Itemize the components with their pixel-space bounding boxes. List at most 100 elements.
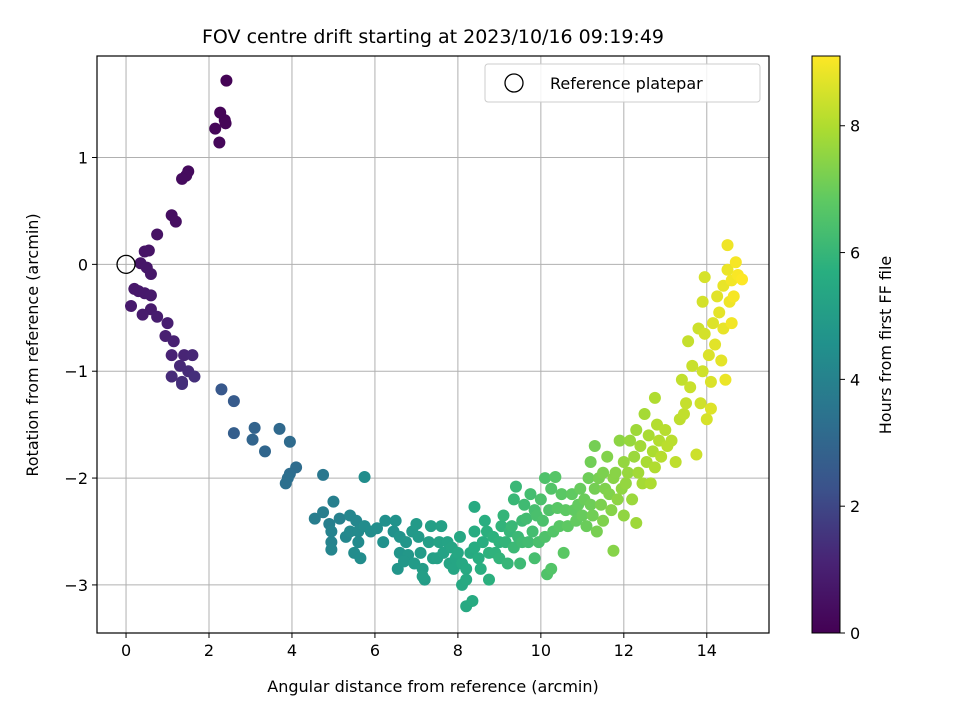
- data-point-126: [501, 557, 514, 570]
- data-point-227: [696, 295, 709, 308]
- data-point-195: [626, 493, 639, 506]
- data-point-92: [435, 520, 448, 533]
- data-point-202: [638, 407, 651, 420]
- data-point-171: [584, 456, 597, 469]
- colorbar-label: Hours from first FF file: [876, 256, 895, 435]
- data-point-38: [227, 395, 240, 408]
- data-point-5: [213, 136, 226, 149]
- colorbar-tick-label-1: 2: [850, 497, 860, 516]
- data-point-166: [576, 509, 589, 522]
- data-point-226: [696, 365, 709, 378]
- data-point-8: [176, 172, 189, 185]
- data-point-142: [528, 552, 541, 565]
- data-point-43: [273, 422, 286, 435]
- data-point-21: [125, 300, 138, 313]
- x-tick-label-5: 10: [531, 641, 551, 660]
- data-point-219: [680, 397, 693, 410]
- data-point-101: [453, 530, 466, 543]
- data-point-4: [209, 122, 222, 135]
- data-point-41: [246, 433, 259, 446]
- legend-box: [484, 63, 761, 103]
- data-point-16: [144, 267, 157, 280]
- colorbar-tick-label-2: 4: [850, 370, 860, 389]
- x-tick-label-0: 0: [121, 641, 131, 660]
- data-point-131: [509, 480, 522, 493]
- data-point-87: [416, 570, 429, 583]
- data-point-53: [333, 512, 346, 525]
- data-point-81: [410, 518, 423, 531]
- data-point-145: [534, 493, 547, 506]
- data-point-201: [636, 477, 649, 490]
- data-point-193: [621, 466, 634, 479]
- y-tick-label-1: −2: [64, 469, 88, 488]
- data-point-25: [161, 317, 174, 330]
- data-point-140: [526, 525, 539, 538]
- data-point-27: [167, 335, 180, 348]
- y-tick-label-3: 0: [78, 255, 88, 274]
- data-point-65: [354, 552, 367, 565]
- data-point-117: [483, 573, 495, 586]
- ticks-layer: 0 2 4 6 8 10 12 14 −3 −2 −1 0 1: [64, 149, 717, 660]
- data-point-158: [557, 546, 570, 559]
- data-point-124: [497, 509, 510, 522]
- data-point-54: [327, 495, 340, 508]
- data-point-69: [358, 470, 371, 483]
- data-point-247: [727, 290, 740, 303]
- data-point-215: [669, 456, 682, 469]
- data-point-187: [611, 493, 624, 506]
- x-tick-label-4: 8: [453, 641, 463, 660]
- data-point-236: [711, 290, 724, 303]
- data-point-153: [549, 470, 562, 483]
- data-point-223: [690, 448, 703, 461]
- data-point-208: [648, 461, 661, 474]
- data-point-30: [186, 349, 199, 362]
- x-tick-label-2: 4: [287, 641, 297, 660]
- data-point-28: [165, 349, 178, 362]
- data-point-37: [215, 383, 228, 396]
- x-tick-label-7: 14: [697, 641, 717, 660]
- data-point-234: [707, 317, 719, 330]
- colorbar: [811, 55, 841, 634]
- data-point-129: [507, 493, 520, 506]
- data-point-238: [715, 354, 728, 367]
- data-point-113: [476, 536, 489, 549]
- data-point-128: [505, 520, 518, 533]
- data-point-106: [466, 594, 479, 607]
- data-point-183: [605, 504, 618, 517]
- data-point-82: [412, 530, 425, 543]
- data-point-194: [624, 434, 637, 447]
- data-point-165: [574, 482, 587, 495]
- data-point-83: [414, 546, 427, 559]
- legend-marker-reference: [504, 73, 524, 93]
- data-point-93: [433, 536, 446, 549]
- data-point-104: [460, 573, 473, 586]
- data-point-191: [617, 456, 630, 469]
- colorbar-tick-label-4: 8: [850, 117, 860, 136]
- data-point-61: [344, 525, 357, 538]
- data-point-237: [713, 306, 726, 319]
- data-point-168: [580, 520, 593, 533]
- data-point-40: [248, 421, 261, 434]
- data-point-146: [536, 514, 549, 527]
- data-point-235: [709, 338, 722, 351]
- data-point-36: [176, 378, 189, 391]
- data-point-49: [317, 468, 330, 481]
- data-point-225: [694, 397, 707, 410]
- chart-title: FOV centre drift starting at 2023/10/16 …: [202, 26, 664, 48]
- data-point-230: [698, 271, 711, 284]
- data-point-39: [227, 427, 240, 440]
- data-point-181: [601, 450, 614, 463]
- data-point-172: [586, 509, 599, 522]
- data-point-0: [220, 74, 233, 87]
- data-point-133: [514, 557, 527, 570]
- data-point-178: [597, 466, 610, 479]
- data-point-111: [468, 500, 481, 513]
- data-point-212: [659, 423, 672, 436]
- data-point-231: [702, 349, 715, 362]
- data-point-192: [619, 477, 632, 490]
- data-point-250: [736, 273, 749, 286]
- data-point-33: [165, 370, 178, 383]
- data-point-137: [520, 512, 533, 525]
- data-point-136: [518, 498, 531, 511]
